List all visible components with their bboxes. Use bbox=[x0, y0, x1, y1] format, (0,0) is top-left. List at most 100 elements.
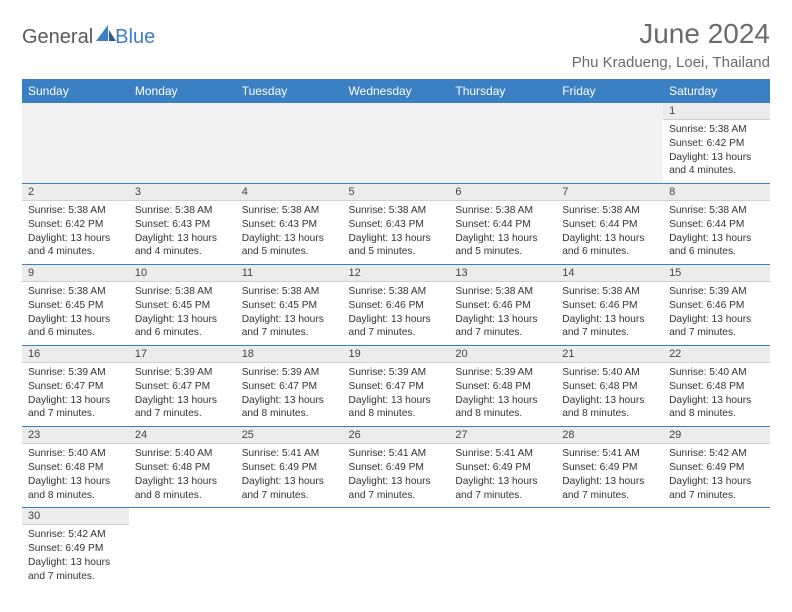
day-number: 22 bbox=[663, 346, 770, 363]
sunrise-line: Sunrise: 5:40 AM bbox=[669, 366, 764, 380]
daylight-line-2: and 7 minutes. bbox=[242, 489, 337, 503]
day-number: 7 bbox=[556, 184, 663, 201]
daylight-line-1: Daylight: 13 hours bbox=[135, 475, 230, 489]
sunrise-line: Sunrise: 5:38 AM bbox=[349, 285, 444, 299]
day-details: Sunrise: 5:40 AMSunset: 6:48 PMDaylight:… bbox=[129, 444, 236, 507]
day-details: Sunrise: 5:38 AMSunset: 6:45 PMDaylight:… bbox=[236, 282, 343, 345]
calendar-cell: 23 Sunrise: 5:40 AMSunset: 6:48 PMDayligh… bbox=[22, 427, 129, 508]
daylight-line-2: and 7 minutes. bbox=[28, 407, 123, 421]
day-details: Sunrise: 5:38 AMSunset: 6:42 PMDaylight:… bbox=[663, 120, 770, 183]
daylight-line-2: and 8 minutes. bbox=[669, 407, 764, 421]
sunset-line: Sunset: 6:45 PM bbox=[135, 299, 230, 313]
calendar-cell: 20Sunrise: 5:39 AMSunset: 6:48 PMDayligh… bbox=[449, 346, 556, 427]
calendar-week-row: 30Sunrise: 5:42 AMSunset: 6:49 PMDayligh… bbox=[22, 508, 770, 589]
day-number: 30 bbox=[22, 508, 129, 525]
sunset-line: Sunset: 6:49 PM bbox=[669, 461, 764, 475]
day-number: 2 bbox=[22, 184, 129, 201]
calendar-cell bbox=[129, 103, 236, 184]
calendar-cell bbox=[343, 508, 450, 589]
sunrise-line: Sunrise: 5:40 AM bbox=[562, 366, 657, 380]
day-number: 29 bbox=[663, 427, 770, 444]
daylight-line-2: and 5 minutes. bbox=[242, 245, 337, 259]
daylight-line-1: Daylight: 13 hours bbox=[455, 313, 550, 327]
calendar-cell: 25Sunrise: 5:41 AMSunset: 6:49 PMDayligh… bbox=[236, 427, 343, 508]
daylight-line-1: Daylight: 13 hours bbox=[562, 313, 657, 327]
sunrise-line: Sunrise: 5:39 AM bbox=[135, 366, 230, 380]
calendar-cell bbox=[129, 508, 236, 589]
calendar-cell bbox=[449, 508, 556, 589]
sunset-line: Sunset: 6:48 PM bbox=[28, 461, 123, 475]
sunrise-line: Sunrise: 5:39 AM bbox=[28, 366, 123, 380]
daylight-line-2: and 8 minutes. bbox=[135, 489, 230, 503]
calendar-cell: 10Sunrise: 5:38 AMSunset: 6:45 PMDayligh… bbox=[129, 265, 236, 346]
day-number: 19 bbox=[343, 346, 450, 363]
calendar-cell: 29Sunrise: 5:42 AMSunset: 6:49 PMDayligh… bbox=[663, 427, 770, 508]
calendar-cell bbox=[236, 103, 343, 184]
sunset-line: Sunset: 6:49 PM bbox=[562, 461, 657, 475]
sunset-line: Sunset: 6:46 PM bbox=[669, 299, 764, 313]
location: Phu Kradueng, Loei, Thailand bbox=[572, 54, 770, 71]
daylight-line-1: Daylight: 13 hours bbox=[669, 475, 764, 489]
calendar-cell: 5Sunrise: 5:38 AMSunset: 6:43 PMDaylight… bbox=[343, 184, 450, 265]
daylight-line-1: Daylight: 13 hours bbox=[669, 151, 764, 165]
sunset-line: Sunset: 6:46 PM bbox=[562, 299, 657, 313]
day-number: 15 bbox=[663, 265, 770, 282]
daylight-line-2: and 6 minutes. bbox=[669, 245, 764, 259]
weekday-header: Tuesday bbox=[236, 79, 343, 103]
day-details: Sunrise: 5:38 AMSunset: 6:43 PMDaylight:… bbox=[236, 201, 343, 264]
calendar-cell: 17Sunrise: 5:39 AMSunset: 6:47 PMDayligh… bbox=[129, 346, 236, 427]
sunrise-line: Sunrise: 5:41 AM bbox=[562, 447, 657, 461]
daylight-line-2: and 7 minutes. bbox=[242, 326, 337, 340]
daylight-line-1: Daylight: 13 hours bbox=[455, 394, 550, 408]
day-details: Sunrise: 5:42 AMSunset: 6:49 PMDaylight:… bbox=[663, 444, 770, 507]
daylight-line-2: and 8 minutes. bbox=[349, 407, 444, 421]
sunset-line: Sunset: 6:44 PM bbox=[455, 218, 550, 232]
daylight-line-1: Daylight: 13 hours bbox=[135, 232, 230, 246]
sunrise-line: Sunrise: 5:38 AM bbox=[28, 204, 123, 218]
sunset-line: Sunset: 6:46 PM bbox=[455, 299, 550, 313]
day-number: 6 bbox=[449, 184, 556, 201]
calendar-cell: 1Sunrise: 5:38 AMSunset: 6:42 PMDaylight… bbox=[663, 103, 770, 184]
weekday-header: Monday bbox=[129, 79, 236, 103]
sunrise-line: Sunrise: 5:38 AM bbox=[349, 204, 444, 218]
day-number: 23 bbox=[22, 427, 129, 444]
day-details: Sunrise: 5:39 AMSunset: 6:47 PMDaylight:… bbox=[129, 363, 236, 426]
sunset-line: Sunset: 6:43 PM bbox=[349, 218, 444, 232]
sunset-line: Sunset: 6:48 PM bbox=[669, 380, 764, 394]
calendar-cell: 8Sunrise: 5:38 AMSunset: 6:44 PMDaylight… bbox=[663, 184, 770, 265]
sunset-line: Sunset: 6:49 PM bbox=[349, 461, 444, 475]
sunrise-line: Sunrise: 5:39 AM bbox=[349, 366, 444, 380]
logo-text-general: General bbox=[22, 26, 93, 49]
day-number: 25 bbox=[236, 427, 343, 444]
weekday-header: Friday bbox=[556, 79, 663, 103]
daylight-line-2: and 7 minutes. bbox=[135, 407, 230, 421]
calendar-cell: 4Sunrise: 5:38 AMSunset: 6:43 PMDaylight… bbox=[236, 184, 343, 265]
sunset-line: Sunset: 6:47 PM bbox=[28, 380, 123, 394]
daylight-line-2: and 8 minutes. bbox=[455, 407, 550, 421]
daylight-line-1: Daylight: 13 hours bbox=[28, 313, 123, 327]
daylight-line-2: and 8 minutes. bbox=[28, 489, 123, 503]
sunrise-line: Sunrise: 5:38 AM bbox=[669, 123, 764, 137]
calendar-cell bbox=[556, 103, 663, 184]
sunset-line: Sunset: 6:43 PM bbox=[135, 218, 230, 232]
daylight-line-2: and 6 minutes. bbox=[562, 245, 657, 259]
day-details: Sunrise: 5:38 AMSunset: 6:44 PMDaylight:… bbox=[556, 201, 663, 264]
calendar-cell bbox=[236, 508, 343, 589]
calendar-cell: 28Sunrise: 5:41 AMSunset: 6:49 PMDayligh… bbox=[556, 427, 663, 508]
calendar-cell: 19Sunrise: 5:39 AMSunset: 6:47 PMDayligh… bbox=[343, 346, 450, 427]
sunrise-line: Sunrise: 5:40 AM bbox=[28, 447, 123, 461]
day-number: 8 bbox=[663, 184, 770, 201]
day-details: Sunrise: 5:39 AMSunset: 6:47 PMDaylight:… bbox=[236, 363, 343, 426]
sunset-line: Sunset: 6:49 PM bbox=[242, 461, 337, 475]
day-details: Sunrise: 5:38 AMSunset: 6:44 PMDaylight:… bbox=[449, 201, 556, 264]
sunset-line: Sunset: 6:49 PM bbox=[455, 461, 550, 475]
sunset-line: Sunset: 6:45 PM bbox=[28, 299, 123, 313]
daylight-line-1: Daylight: 13 hours bbox=[28, 475, 123, 489]
logo: General Blue bbox=[22, 18, 155, 50]
day-details: Sunrise: 5:38 AMSunset: 6:44 PMDaylight:… bbox=[663, 201, 770, 264]
sunset-line: Sunset: 6:47 PM bbox=[349, 380, 444, 394]
daylight-line-1: Daylight: 13 hours bbox=[349, 313, 444, 327]
daylight-line-2: and 4 minutes. bbox=[669, 164, 764, 178]
calendar-week-row: 16Sunrise: 5:39 AMSunset: 6:47 PMDayligh… bbox=[22, 346, 770, 427]
calendar-cell bbox=[449, 103, 556, 184]
